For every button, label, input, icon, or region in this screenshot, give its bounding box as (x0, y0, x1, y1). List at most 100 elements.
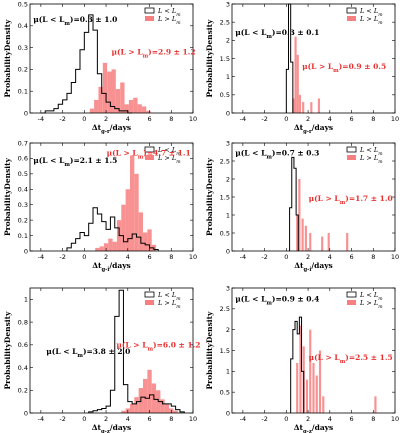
mean-annotation-high: μ(L > Lm)=4.7 ± 1.1 (107, 148, 191, 160)
mean-annotation-high: μ(L > Lm)=1.7 ± 1.0 (309, 194, 393, 206)
x-tick-label: 6 (147, 115, 151, 123)
bar-high-luminosity (89, 108, 95, 113)
bar-high-luminosity (121, 204, 126, 251)
x-tick-label: 10 (189, 253, 197, 261)
mean-annotation-low: μ(L < Lm)=0.7 ± 0.3 (235, 148, 319, 160)
legend-swatch-low (144, 146, 155, 153)
histogram-panel-3: -4 -2 0 2 4 6 8 10 0 0.1 0.2 0.3 0.4 0.5 0.6 0.7 Δtg-i/d… (3, 139, 197, 273)
bar-high-luminosity (294, 36, 297, 114)
y-tick-label: 2.5 (220, 157, 230, 165)
legend-swatch-high (145, 155, 154, 160)
y-tick-label: 0.4 (18, 364, 28, 372)
bar-high-luminosity (94, 99, 99, 113)
histogram-panel-2: -4 -2 0 2 4 6 8 10 0 0.5 1 1.5 2 2.5 3 Δtg-r/days Probab… (205, 0, 399, 135)
y-tick-label: 0.5 (220, 229, 230, 237)
bar-high-luminosity (292, 98, 295, 113)
legend-swatch-low (144, 7, 155, 14)
y-tick-label: 0 (24, 409, 28, 417)
legend-label-low: L < Lm (359, 291, 383, 302)
bar-high-luminosity (321, 236, 324, 251)
x-axis-label: Δtg-z/days (92, 423, 132, 433)
x-tick-label: 10 (391, 253, 399, 261)
y-axis-label: ProbabilityDensity (205, 311, 214, 390)
bar-high-luminosity (128, 99, 134, 113)
x-tick-label: 10 (189, 115, 197, 123)
mean-annotation-high: μ(L > Lm)=0.9 ± 0.5 (302, 62, 386, 74)
bar-high-luminosity (317, 98, 321, 113)
bar-high-luminosity (298, 179, 301, 251)
x-tick-label: 8 (371, 415, 375, 423)
x-tick-label: 4 (328, 415, 332, 423)
bar-high-luminosity (173, 410, 178, 413)
x-tick-label: -2 (59, 415, 65, 423)
x-tick-label: -4 (38, 415, 44, 423)
y-tick-label: 1.5 (220, 55, 230, 63)
y-tick-label: 3 (226, 139, 230, 147)
mean-annotation-low: μ(L < Lm)=3.8 ± 2.0 (46, 347, 130, 359)
y-tick-label: 2.5 (220, 305, 230, 313)
x-tick-label: 4 (126, 115, 130, 123)
x-tick-label: 8 (169, 415, 173, 423)
step-line-low-luminosity (88, 289, 185, 413)
y-tick-label: 3 (226, 0, 230, 8)
y-tick-label: 0.1 (18, 232, 28, 240)
y-tick-label: 2 (226, 37, 230, 45)
legend-swatch-low (144, 291, 155, 298)
y-axis-label: ProbabilityDensity (3, 157, 12, 236)
bar-high-luminosity (374, 396, 377, 413)
x-tick-label: 6 (147, 253, 151, 261)
x-tick-label: 6 (349, 115, 353, 123)
bar-high-luminosity (301, 218, 304, 251)
legend-label-high: L > Lm (359, 154, 383, 165)
x-tick-label: -4 (240, 115, 246, 123)
mean-annotation-high: μ(L > Lm)=2.9 ± 1.2 (112, 48, 196, 60)
y-tick-label: 0.3 (18, 44, 28, 52)
bar-high-luminosity (327, 233, 330, 251)
legend-label-low: L < Lm (157, 291, 181, 302)
x-axis-label: Δtg-i/days (294, 261, 333, 273)
x-tick-label: -2 (261, 253, 267, 261)
bar-high-luminosity (129, 155, 135, 251)
bar-high-luminosity (312, 363, 315, 413)
legend-swatch-low (346, 7, 357, 14)
x-tick-label: 6 (349, 415, 353, 423)
y-tick-label: 1 (226, 368, 230, 376)
bar-high-luminosity (133, 97, 138, 113)
bar-high-luminosity (143, 232, 148, 251)
histogram-panel-6: -4 -2 0 2 4 6 8 10 0 0.5 1 1.5 2 2.5 3 Δtg-z/days Probab… (205, 284, 399, 433)
x-axis-label: Δtg-r/days (294, 123, 333, 135)
y-tick-label: 0.2 (18, 216, 28, 224)
bar-high-luminosity (137, 104, 142, 113)
y-tick-label: 0 (226, 247, 230, 255)
bar-high-luminosity (111, 69, 116, 113)
bar-high-luminosity (103, 243, 109, 251)
x-tick-label: -2 (261, 415, 267, 423)
step-line-low-luminosity (285, 3, 294, 113)
y-tick-label: 0.6 (18, 341, 28, 349)
y-axis-label: ProbabilityDensity (205, 19, 214, 98)
x-tick-label: 4 (328, 115, 332, 123)
x-tick-label: 4 (328, 253, 332, 261)
y-tick-label: 0.2 (18, 387, 28, 395)
bar-high-luminosity (99, 246, 104, 251)
bar-high-luminosity (164, 403, 170, 413)
bar-high-luminosity (121, 410, 126, 413)
bar-high-luminosity (305, 379, 309, 413)
y-tick-label: 0.5 (220, 91, 230, 99)
bar-high-luminosity (309, 233, 312, 251)
legend-label-high: L > Lm (359, 15, 383, 26)
x-tick-label: 0 (82, 253, 86, 261)
y-tick-label: 0.5 (18, 170, 28, 178)
x-tick-label: 8 (169, 115, 173, 123)
y-tick-label: 0 (226, 109, 230, 117)
y-axis-label: ProbabilityDensity (3, 311, 12, 390)
y-axis-label: ProbabilityDensity (205, 157, 214, 236)
legend-label-high: L > Lm (359, 299, 383, 310)
x-tick-label: -2 (59, 115, 65, 123)
y-tick-label: 0.1 (18, 88, 28, 96)
y-tick-label: 1 (24, 296, 28, 304)
bar-high-luminosity (108, 238, 113, 251)
mean-annotation-high: μ(L > Lm)=2.5 ± 1.5 (309, 353, 393, 365)
bar-high-luminosity (147, 369, 152, 413)
